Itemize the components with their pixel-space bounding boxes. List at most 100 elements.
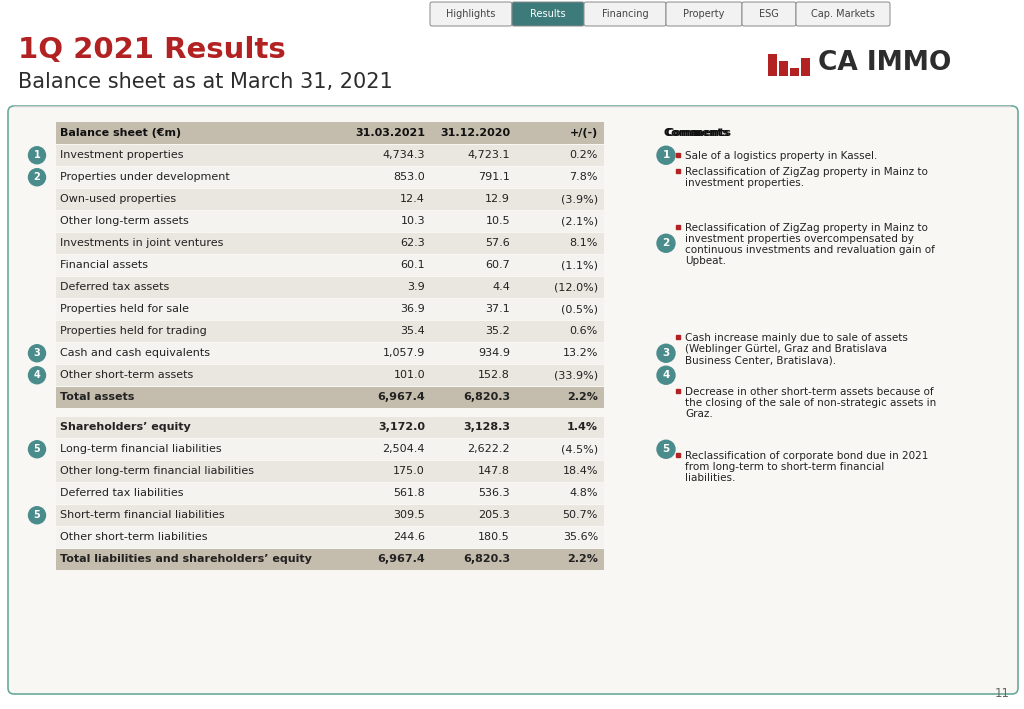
Text: Reclassification of ZigZag property in Mainz to: Reclassification of ZigZag property in M…: [685, 223, 928, 233]
Text: Financial assets: Financial assets: [60, 260, 148, 270]
FancyBboxPatch shape: [584, 2, 666, 26]
Text: Own-used properties: Own-used properties: [60, 194, 176, 204]
Bar: [56, 461, 604, 482]
Text: 12.9: 12.9: [485, 194, 510, 204]
Circle shape: [657, 345, 675, 362]
Text: Properties held for trading: Properties held for trading: [60, 326, 207, 336]
Bar: [56, 549, 604, 570]
Text: 4,734.3: 4,734.3: [383, 150, 425, 160]
Bar: [56, 320, 604, 342]
Text: 3.9: 3.9: [408, 282, 425, 292]
Text: Short-term financial liabilities: Short-term financial liabilities: [60, 510, 224, 520]
Text: 4,723.1: 4,723.1: [468, 150, 510, 160]
Text: continuous investments and revaluation gain of: continuous investments and revaluation g…: [685, 245, 935, 255]
Text: 934.9: 934.9: [478, 348, 510, 358]
FancyBboxPatch shape: [512, 2, 584, 26]
Text: +/(-): +/(-): [569, 128, 598, 138]
Circle shape: [29, 345, 45, 362]
Text: investment properties overcompensated by: investment properties overcompensated by: [685, 234, 913, 244]
Text: 31.03.2021: 31.03.2021: [355, 128, 425, 138]
Bar: [56, 416, 604, 438]
Text: 4: 4: [663, 370, 670, 380]
Text: (3.9%): (3.9%): [561, 194, 598, 204]
Bar: [56, 386, 604, 408]
Bar: [56, 145, 604, 166]
Text: 35.4: 35.4: [400, 326, 425, 336]
FancyBboxPatch shape: [796, 2, 890, 26]
Circle shape: [657, 234, 675, 252]
Text: 12.4: 12.4: [400, 194, 425, 204]
Text: 60.7: 60.7: [485, 260, 510, 270]
Bar: [56, 167, 604, 188]
Text: Investments in joint ventures: Investments in joint ventures: [60, 238, 223, 248]
Text: 10.3: 10.3: [400, 216, 425, 226]
Text: liabilities.: liabilities.: [685, 473, 735, 484]
Text: (33.9%): (33.9%): [554, 370, 598, 380]
FancyBboxPatch shape: [666, 2, 742, 26]
Text: Properties held for sale: Properties held for sale: [60, 304, 189, 314]
Text: Other short-term liabilities: Other short-term liabilities: [60, 532, 208, 542]
Text: 2,622.2: 2,622.2: [467, 445, 510, 454]
Text: 31.12.2020: 31.12.2020: [440, 128, 510, 138]
Bar: [768, 54, 777, 76]
Text: 2,504.4: 2,504.4: [383, 445, 425, 454]
Bar: [56, 211, 604, 232]
Text: 2.2%: 2.2%: [567, 554, 598, 564]
Bar: [56, 342, 604, 364]
Circle shape: [657, 146, 675, 164]
Text: 5: 5: [34, 445, 40, 454]
Text: 4.8%: 4.8%: [569, 489, 598, 498]
Text: (0.5%): (0.5%): [561, 304, 598, 314]
Text: Upbeat.: Upbeat.: [685, 256, 726, 267]
Text: 6,820.3: 6,820.3: [463, 392, 510, 402]
Text: Results: Results: [530, 9, 566, 19]
Text: 152.8: 152.8: [478, 370, 510, 380]
Text: 0.2%: 0.2%: [569, 150, 598, 160]
Text: 1.4%: 1.4%: [567, 423, 598, 432]
Text: Total liabilities and shareholders’ equity: Total liabilities and shareholders’ equi…: [60, 554, 312, 564]
Text: Investment properties: Investment properties: [60, 150, 183, 160]
Text: 10.5: 10.5: [485, 216, 510, 226]
Text: 37.1: 37.1: [485, 304, 510, 314]
Text: Property: Property: [683, 9, 725, 19]
Bar: [779, 61, 788, 76]
Text: 0.6%: 0.6%: [569, 326, 598, 336]
Circle shape: [29, 367, 45, 384]
Circle shape: [29, 147, 45, 164]
Text: 35.6%: 35.6%: [563, 532, 598, 542]
Text: 561.8: 561.8: [393, 489, 425, 498]
Bar: [56, 298, 604, 320]
Text: (4.5%): (4.5%): [561, 445, 598, 454]
Text: 11: 11: [995, 687, 1010, 700]
Text: 36.9: 36.9: [400, 304, 425, 314]
Text: 2: 2: [34, 172, 40, 182]
Text: 3: 3: [663, 348, 670, 358]
Text: 1: 1: [34, 150, 40, 160]
Text: 6,967.4: 6,967.4: [377, 392, 425, 402]
Text: (2.1%): (2.1%): [561, 216, 598, 226]
FancyBboxPatch shape: [742, 2, 796, 26]
Text: 791.1: 791.1: [478, 172, 510, 182]
Text: 57.6: 57.6: [485, 238, 510, 248]
Text: Other long-term assets: Other long-term assets: [60, 216, 188, 226]
Bar: [56, 277, 604, 298]
Text: Decrease in other short-term assets because of: Decrease in other short-term assets beca…: [685, 387, 934, 397]
Text: Graz.: Graz.: [685, 409, 713, 419]
Text: 3: 3: [34, 348, 40, 358]
Text: Reclassification of ZigZag property in Mainz to: Reclassification of ZigZag property in M…: [685, 167, 928, 177]
Bar: [56, 505, 604, 526]
Text: 2: 2: [663, 238, 670, 248]
Text: Sale of a logistics property in Kassel.: Sale of a logistics property in Kassel.: [685, 151, 878, 161]
Bar: [56, 527, 604, 548]
Text: Highlights: Highlights: [446, 9, 496, 19]
Text: (1.1%): (1.1%): [561, 260, 598, 270]
Bar: [56, 189, 604, 210]
Text: 8.1%: 8.1%: [569, 238, 598, 248]
Text: 1,057.9: 1,057.9: [383, 348, 425, 358]
Text: 50.7%: 50.7%: [562, 510, 598, 520]
Text: 13.2%: 13.2%: [562, 348, 598, 358]
Text: the closing of the sale of non-strategic assets in: the closing of the sale of non-strategic…: [685, 398, 936, 408]
FancyBboxPatch shape: [8, 106, 1018, 694]
Text: 35.2: 35.2: [485, 326, 510, 336]
Bar: [56, 255, 604, 276]
